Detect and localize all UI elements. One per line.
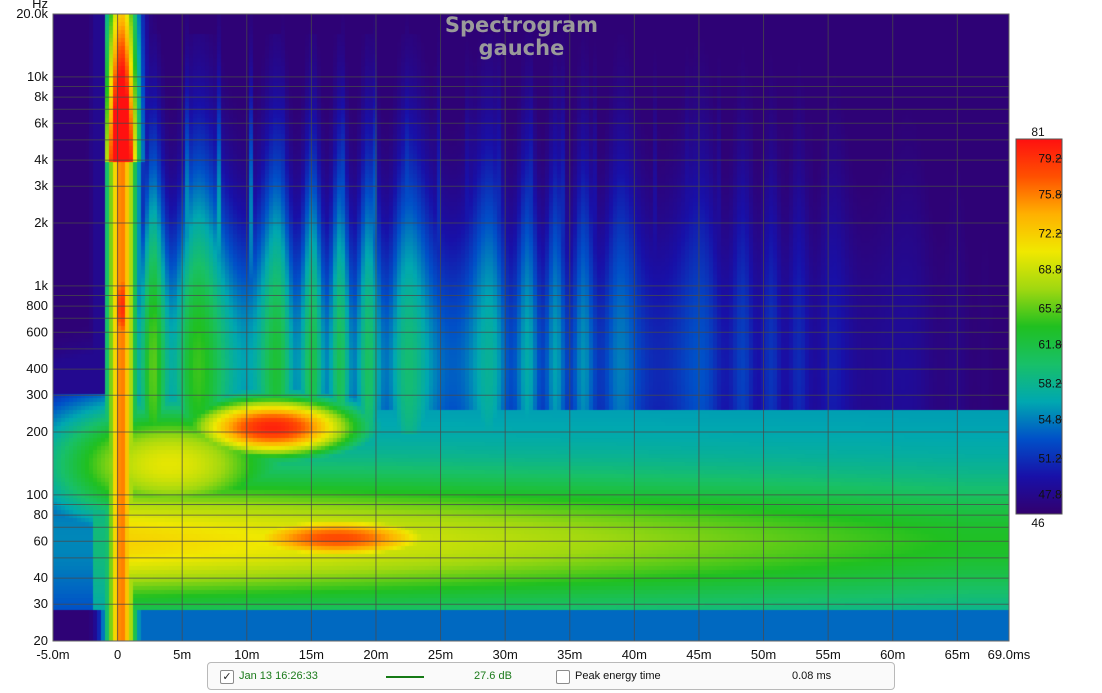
y-tick-label: 3k	[34, 178, 48, 193]
y-tick-label: 1k	[34, 278, 48, 293]
level-value: 27.6 dB	[474, 670, 512, 682]
x-tick-label: 45m	[686, 647, 711, 660]
colorbar-label: 47.8	[1038, 488, 1062, 502]
x-tick-label: 69.0ms	[988, 647, 1031, 660]
y-tick-label: 4k	[34, 152, 48, 167]
spectrogram-canvas	[53, 14, 1009, 641]
y-tick-label: 6k	[34, 115, 48, 130]
colorbar	[1015, 138, 1063, 515]
spectrogram-heatmap	[53, 14, 1009, 641]
y-tick-label: 600	[26, 324, 48, 339]
y-tick-label: 300	[26, 387, 48, 402]
colorbar-label: 58.2	[1038, 376, 1062, 390]
x-tick-label: 55m	[815, 647, 840, 660]
x-tick-label: 5m	[173, 647, 191, 660]
y-tick-label: 10k	[27, 69, 48, 84]
x-tick-label: 40m	[622, 647, 647, 660]
colorbar-label: 75.8	[1038, 188, 1062, 202]
y-tick-label: 200	[26, 424, 48, 439]
trace-label: Jan 13 16:26:33	[239, 670, 318, 682]
colorbar-label: 51.2	[1038, 451, 1062, 465]
x-tick-label: 20m	[363, 647, 388, 660]
chart-title: Spectrogram	[445, 13, 598, 37]
plot-frame	[52, 13, 1010, 642]
y-tick-label: 100	[26, 487, 48, 502]
y-tick-label: 40	[34, 570, 48, 585]
colorbar-label: 61.8	[1038, 338, 1062, 352]
colorbar-label: 68.8	[1038, 263, 1062, 277]
x-tick-label: 15m	[299, 647, 324, 660]
y-tick-label: 800	[26, 298, 48, 313]
x-tick-label: 30m	[493, 647, 518, 660]
y-tick-label: 30	[34, 596, 48, 611]
x-tick-label: 60m	[880, 647, 905, 660]
x-tick-label: 50m	[751, 647, 776, 660]
colorbar-label: 81	[1031, 125, 1045, 139]
x-tick-label: 35m	[557, 647, 582, 660]
y-tick-label: 60	[34, 533, 48, 548]
y-axis-unit: Hz	[32, 0, 48, 11]
x-tick-label: 0	[114, 647, 121, 660]
y-tick-label: 80	[34, 507, 48, 522]
y-tick-label: 8k	[34, 89, 48, 104]
peak-energy-value: 0.08 ms	[792, 670, 832, 682]
x-tick-label: 25m	[428, 647, 453, 660]
chart-subtitle: gauche	[479, 36, 565, 60]
colorbar-label: 72.2	[1038, 226, 1062, 240]
trace-line-swatch	[386, 676, 424, 678]
colorbar-label: 79.2	[1038, 151, 1062, 165]
colorbar-label: 54.8	[1038, 413, 1062, 427]
y-tick-label: 20.0k	[16, 6, 48, 21]
colorbar-label: 46	[1031, 516, 1045, 530]
x-tick-label: 10m	[234, 647, 259, 660]
colorbar-label: 65.2	[1038, 301, 1062, 315]
grid	[53, 14, 1009, 641]
y-tick-label: 400	[26, 361, 48, 376]
y-tick-label: 2k	[34, 215, 48, 230]
status-bar: ✓ Jan 13 16:26:33 27.6 dB Peak energy ti…	[207, 662, 895, 690]
peak-energy-checkbox[interactable]	[556, 670, 570, 684]
peak-energy-label: Peak energy time	[575, 670, 661, 682]
y-tick-label: 20	[34, 633, 48, 648]
x-tick-label: 65m	[945, 647, 970, 660]
x-tick-label: -5.0m	[36, 647, 69, 660]
trace-checkbox[interactable]: ✓	[220, 670, 234, 684]
